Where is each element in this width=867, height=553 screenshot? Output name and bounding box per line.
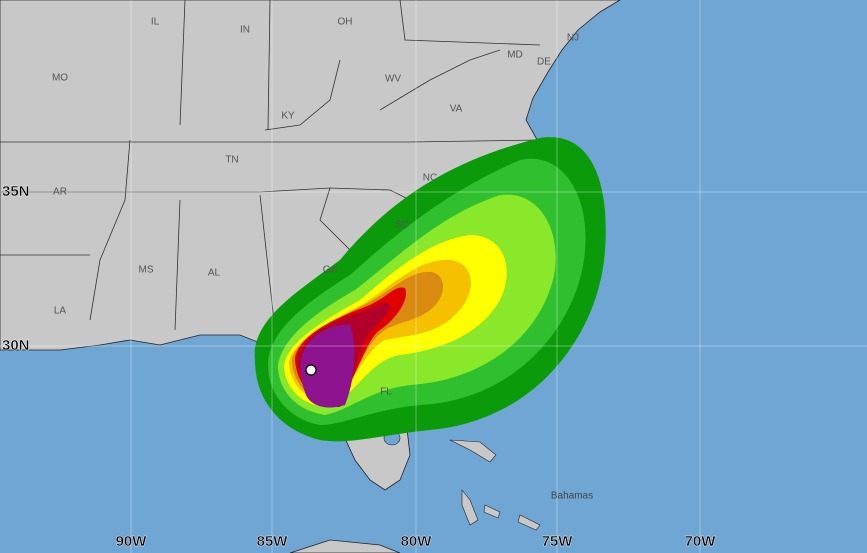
state-label: MS [139, 265, 154, 276]
state-label: GA [323, 265, 338, 276]
state-label: NC [423, 173, 437, 184]
longitude-label: 80W [401, 533, 433, 550]
islands [449, 439, 541, 531]
rainfall-contours [254, 137, 606, 442]
storm-center [305, 364, 317, 376]
state-label: NJ [567, 33, 579, 44]
state-label: VA [450, 104, 463, 115]
land [289, 539, 401, 553]
state-label: DE [537, 57, 551, 68]
longitude-label: 75W [542, 533, 574, 550]
state-label: FL [380, 387, 392, 398]
latitude-label: 30N [2, 337, 30, 354]
longitude-label: 85W [257, 533, 289, 550]
state-label: SC [395, 220, 409, 231]
longitude-label: 90W [116, 533, 148, 550]
state-label: AL [208, 268, 221, 279]
state-label: MO [52, 73, 68, 84]
latitude-label: 35N [2, 183, 30, 200]
longitude-label: 70W [685, 533, 717, 550]
state-label: MD [507, 50, 523, 61]
labels: 35N 30N 90W 85W 80W 75W 70W IL IN OH NJ MD DE MO WV KY V… [2, 17, 717, 551]
state-label: TN [225, 155, 238, 166]
state-label: IL [151, 17, 160, 28]
state-label: KY [281, 111, 295, 122]
state-label: OH [338, 17, 353, 28]
state-label: LA [54, 306, 67, 317]
place-label: Bahamas [551, 491, 593, 502]
state-label: AR [53, 187, 67, 198]
state-label: IN [240, 25, 250, 36]
state-label: WV [385, 74, 401, 85]
rain-band [300, 324, 355, 408]
